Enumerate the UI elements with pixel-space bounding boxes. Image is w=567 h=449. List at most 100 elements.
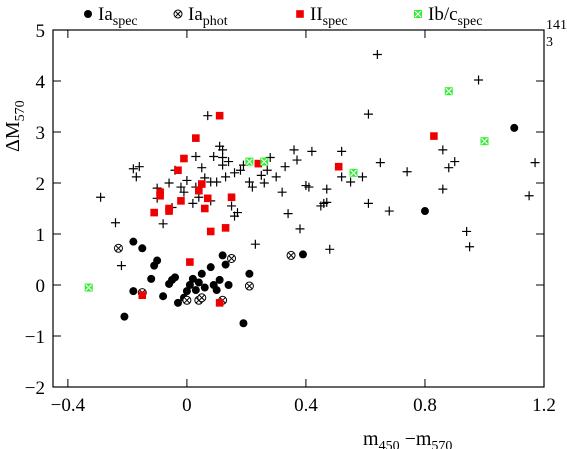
point-plus <box>375 158 385 168</box>
point-Ia_spec <box>221 260 230 269</box>
point-Ia_spec <box>197 269 206 278</box>
point-plus <box>384 206 394 216</box>
point-Ibc_spec <box>480 137 489 146</box>
point-Ia_spec <box>153 256 162 265</box>
point-plus <box>283 209 293 219</box>
point-plus <box>256 170 266 180</box>
point-Ia_spec <box>191 286 200 295</box>
point-plus <box>221 172 231 182</box>
y-tick-label: 3 <box>36 123 46 144</box>
point-Ia_spec <box>129 237 138 246</box>
legend-marker-II_spec <box>296 10 304 18</box>
point-II_spec <box>215 299 224 307</box>
point-Ia_spec <box>138 244 147 253</box>
point-II_spec <box>180 154 188 163</box>
legend-marker-Ibc_spec <box>414 10 422 18</box>
point-II_spec <box>156 191 164 200</box>
point-plus <box>158 219 168 229</box>
point-II_spec <box>215 111 224 120</box>
point-plus <box>304 182 314 192</box>
point-plus <box>203 111 213 121</box>
point-plus <box>259 178 269 188</box>
point-plus <box>96 192 106 202</box>
point-plus <box>116 261 126 271</box>
point-plus <box>530 158 540 168</box>
point-plus <box>289 145 299 155</box>
point-Ibc_spec <box>444 87 453 96</box>
series-Ia_spec <box>120 123 519 328</box>
point-Ibc_spec <box>349 168 358 177</box>
point-plus <box>250 239 260 249</box>
legend-label-Ia_spec: Iaspec <box>98 4 138 29</box>
point-II_spec <box>177 197 185 205</box>
point-plus <box>277 187 287 197</box>
point-II_spec <box>200 204 209 213</box>
point-Ia_spec <box>212 286 221 295</box>
point-plus <box>402 167 412 177</box>
point-plus <box>322 184 332 194</box>
point-Ia_phot <box>244 281 254 291</box>
point-plus <box>197 163 207 173</box>
y-tick-label: 2 <box>36 174 46 195</box>
x-tick-label: 0 <box>182 395 192 416</box>
y-tick-label: −2 <box>25 378 45 399</box>
x-tick-label: 0.4 <box>294 395 318 416</box>
point-Ia_spec <box>147 274 156 283</box>
point-plus <box>262 165 272 175</box>
point-plus <box>218 160 228 170</box>
point-plus <box>357 172 367 182</box>
point-Ia_phot <box>197 293 207 303</box>
plot-frame <box>52 29 545 388</box>
legend-marker-Ia_spec <box>84 10 92 18</box>
point-Ibc_spec <box>84 283 93 292</box>
point-plus <box>322 197 332 207</box>
point-plus <box>191 151 201 161</box>
legend-entry-Ia_phot: Iaphot <box>173 4 228 29</box>
point-plus <box>462 226 472 236</box>
legend-entry-Ia_spec: Iaspec <box>84 4 138 29</box>
point-plus <box>295 224 305 234</box>
point-plus <box>438 184 448 194</box>
series-Ibc_spec <box>84 87 489 292</box>
point-II_spec <box>430 132 438 140</box>
y-tick-label: 4 <box>36 72 46 93</box>
point-Ia_spec <box>200 283 209 292</box>
annotation-line2: 3 <box>546 35 553 50</box>
point-Ia_spec <box>129 287 138 296</box>
point-plus <box>247 182 257 192</box>
point-II_spec <box>254 159 263 168</box>
point-Ia_spec <box>510 123 519 132</box>
point-Ia_spec <box>194 278 203 287</box>
x-tick-label: 0.8 <box>413 395 437 416</box>
point-plus <box>128 164 138 174</box>
x-tick-label: −0.4 <box>51 395 86 416</box>
point-Ibc_spec <box>260 157 269 166</box>
point-plus <box>372 49 382 59</box>
point-Ia_spec <box>188 274 197 283</box>
point-plus <box>438 145 448 155</box>
point-plus <box>232 208 242 218</box>
point-plus <box>209 151 219 161</box>
point-II_spec <box>203 194 212 203</box>
point-Ia_spec <box>245 269 254 278</box>
point-plus <box>227 201 237 211</box>
point-plus <box>346 177 356 187</box>
point-Ia_spec <box>182 287 191 296</box>
y-tick-label: 5 <box>36 21 46 42</box>
data-points <box>84 49 540 328</box>
point-Ia_spec <box>206 263 215 272</box>
point-Ia_spec <box>171 273 180 282</box>
point-II_spec <box>186 258 194 266</box>
point-plus <box>474 75 484 85</box>
y-axis-label: ΔM570 <box>2 100 28 152</box>
point-plus <box>218 153 228 162</box>
point-plus <box>444 163 454 173</box>
point-Ia_phot <box>113 243 123 253</box>
point-plus <box>244 177 254 187</box>
point-plus <box>325 244 335 254</box>
legend-entry-II_spec: IIspec <box>296 4 348 29</box>
point-Ia_phot <box>182 295 192 305</box>
y-tick-label: −1 <box>25 327 45 348</box>
point-plus <box>218 145 228 155</box>
